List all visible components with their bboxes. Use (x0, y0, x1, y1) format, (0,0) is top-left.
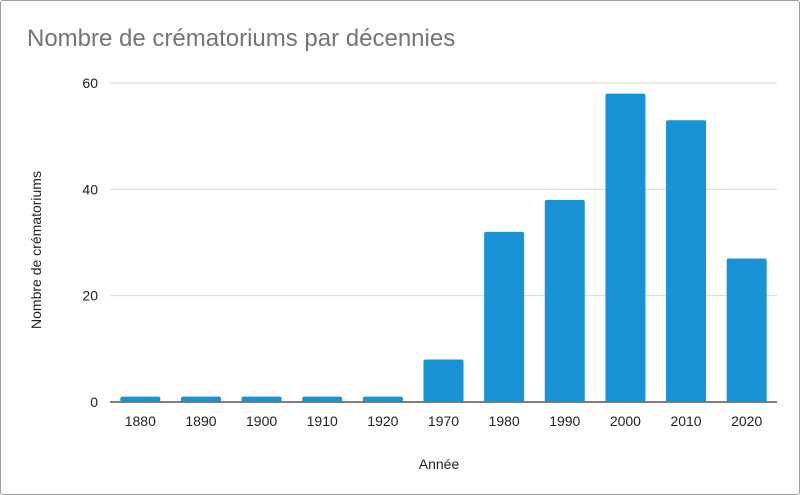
y-tick-label: 60 (82, 75, 98, 91)
x-tick-label: 2010 (670, 413, 701, 429)
x-tick-label: 1970 (428, 413, 459, 429)
y-tick-labels: 0 20 40 60 (82, 75, 98, 410)
x-tick-labels: 1880 1890 1900 1910 1920 1970 1980 1990 2000 2010… (125, 413, 763, 429)
x-tick-label: 1900 (246, 413, 277, 429)
bar-2020 (726, 258, 767, 402)
gridlines (110, 82, 777, 403)
bar-1880 (120, 396, 161, 402)
bar-2000 (605, 93, 646, 402)
x-tick-label: 2020 (731, 413, 762, 429)
x-tick-label: 1880 (125, 413, 156, 429)
bar-1980 (484, 231, 525, 402)
bar-1890 (180, 396, 221, 402)
chart-title: Nombre de crématoriums par décennies (27, 25, 456, 52)
y-tick-label: 0 (90, 394, 98, 410)
y-axis-label: Nombre de crématoriums (28, 171, 44, 329)
bar-2010 (666, 120, 707, 402)
x-tick-label: 1910 (307, 413, 338, 429)
x-axis-label: Année (419, 456, 460, 472)
x-tick-label: 1920 (367, 413, 398, 429)
y-tick-label: 40 (82, 181, 98, 197)
bar-1910 (302, 396, 343, 402)
bars (120, 93, 767, 402)
bar-1990 (544, 199, 585, 402)
bar-1900 (241, 396, 282, 402)
x-tick-label: 2000 (610, 413, 641, 429)
x-tick-label: 1890 (185, 413, 216, 429)
x-tick-label: 1990 (549, 413, 580, 429)
x-tick-label: 1980 (489, 413, 520, 429)
bar-1970 (423, 359, 464, 402)
bar-1920 (362, 396, 403, 402)
y-tick-label: 20 (82, 288, 98, 304)
